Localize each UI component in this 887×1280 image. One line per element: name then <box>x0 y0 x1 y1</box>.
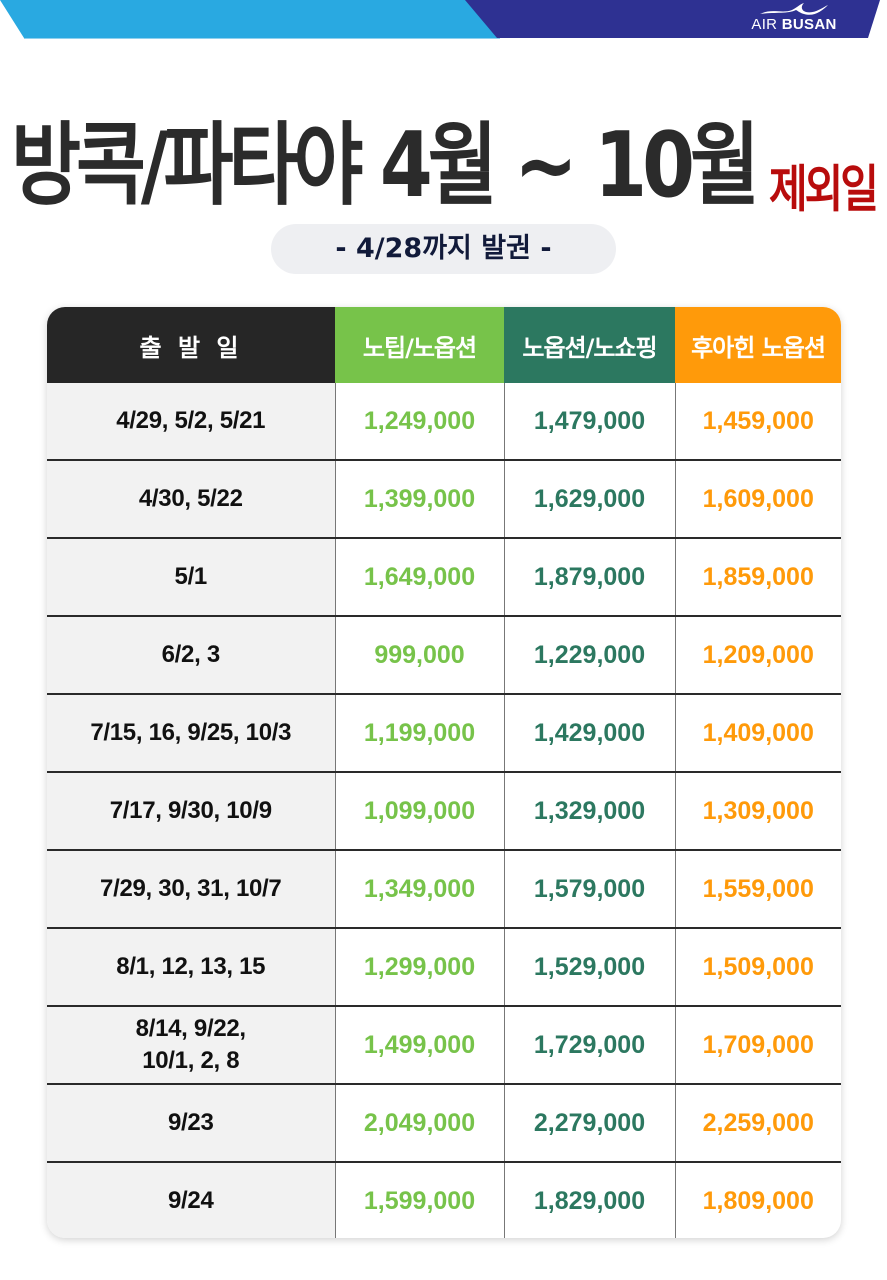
price-huahin-no-option: 1,409,000 <box>674 693 841 772</box>
banner-stripes <box>0 0 880 39</box>
price-huahin-no-option: 1,609,000 <box>674 459 841 538</box>
price-no-tip-no-option: 1,399,000 <box>334 459 504 538</box>
price-huahin-no-option: 1,509,000 <box>674 927 841 1006</box>
price-no-tip-no-option: 1,099,000 <box>334 771 504 850</box>
departure-dates: 8/1, 12, 13, 15 <box>47 927 335 1006</box>
price-no-option-no-shopping: 1,529,000 <box>503 927 675 1006</box>
departure-dates: 4/30, 5/22 <box>47 459 335 538</box>
departure-dates: 7/29, 30, 31, 10/7 <box>47 849 335 928</box>
price-no-tip-no-option: 1,599,000 <box>334 1161 504 1238</box>
price-huahin-no-option: 1,559,000 <box>674 849 841 928</box>
table-header-row: 출 발 일 노팁/노옵션 노옵션/노쇼핑 후아힌 노옵션 <box>47 307 841 383</box>
air-busan-logo: AIR BUSAN <box>739 2 849 38</box>
logo-text-air: AIR <box>751 16 778 33</box>
price-no-tip-no-option: 999,000 <box>334 615 504 694</box>
departure-dates-line1: 8/14, 9/22, <box>135 1015 246 1042</box>
price-no-option-no-shopping: 2,279,000 <box>503 1083 675 1162</box>
price-no-option-no-shopping: 1,879,000 <box>503 537 675 616</box>
logo-text-busan: BUSAN <box>781 16 837 33</box>
price-huahin-no-option: 1,309,000 <box>674 771 841 850</box>
departure-dates: 6/2, 3 <box>47 615 335 694</box>
table-row: 7/17, 9/30, 10/9 1,099,000 1,329,000 1,3… <box>47 771 841 850</box>
departure-dates: 9/24 <box>47 1161 335 1238</box>
title-main: 방콕/파타야 4월 ~ 10월 <box>11 112 760 218</box>
table-row: 6/2, 3 999,000 1,229,000 1,209,000 <box>47 615 841 694</box>
table-row: 4/30, 5/22 1,399,000 1,629,000 1,609,000 <box>47 459 841 538</box>
price-no-option-no-shopping: 1,329,000 <box>503 771 675 850</box>
table-row: 9/24 1,599,000 1,829,000 1,809,000 <box>47 1161 841 1238</box>
table-row: 9/23 2,049,000 2,279,000 2,259,000 <box>47 1083 841 1162</box>
price-huahin-no-option: 1,809,000 <box>674 1161 841 1238</box>
title-excluded-days: 제외일 <box>768 159 879 219</box>
price-no-tip-no-option: 1,199,000 <box>334 693 504 772</box>
price-no-option-no-shopping: 1,629,000 <box>503 459 675 538</box>
header-departure-date: 출 발 일 <box>47 307 335 383</box>
table-row: 8/1, 12, 13, 15 1,299,000 1,529,000 1,50… <box>47 927 841 1006</box>
header-no-option-no-shopping: 노옵션/노쇼핑 <box>504 307 675 383</box>
price-no-tip-no-option: 2,049,000 <box>334 1083 504 1162</box>
page-title: 방콕/파타야 4월 ~ 10월 제외일 <box>0 112 887 222</box>
departure-dates: 4/29, 5/2, 5/21 <box>47 383 335 460</box>
price-no-option-no-shopping: 1,829,000 <box>503 1161 675 1238</box>
price-no-option-no-shopping: 1,579,000 <box>503 849 675 928</box>
top-banner: AIR BUSAN <box>0 0 887 40</box>
table-row: 7/29, 30, 31, 10/7 1,349,000 1,579,000 1… <box>47 849 841 928</box>
table-row: 5/1 1,649,000 1,879,000 1,859,000 <box>47 537 841 616</box>
price-huahin-no-option: 1,709,000 <box>674 1005 841 1084</box>
price-huahin-no-option: 1,459,000 <box>674 383 841 460</box>
ticketing-deadline-badge: - 4/28까지 발권 - <box>271 224 616 274</box>
departure-dates: 5/1 <box>47 537 335 616</box>
price-no-tip-no-option: 1,299,000 <box>334 927 504 1006</box>
price-no-tip-no-option: 1,249,000 <box>334 383 504 460</box>
departure-dates: 7/17, 9/30, 10/9 <box>47 771 335 850</box>
header-huahin-no-option: 후아힌 노옵션 <box>675 307 841 383</box>
departure-dates: 9/23 <box>47 1083 335 1162</box>
price-huahin-no-option: 2,259,000 <box>674 1083 841 1162</box>
price-no-option-no-shopping: 1,229,000 <box>503 615 675 694</box>
price-table: 출 발 일 노팁/노옵션 노옵션/노쇼핑 후아힌 노옵션 4/29, 5/2, … <box>47 307 841 1238</box>
price-no-option-no-shopping: 1,429,000 <box>503 693 675 772</box>
seagull-logo-icon <box>760 3 828 15</box>
price-huahin-no-option: 1,859,000 <box>674 537 841 616</box>
price-no-option-no-shopping: 1,479,000 <box>503 383 675 460</box>
table-row: 4/29, 5/2, 5/21 1,249,000 1,479,000 1,45… <box>47 383 841 460</box>
price-no-tip-no-option: 1,649,000 <box>334 537 504 616</box>
departure-dates-line2: 10/1, 2, 8 <box>142 1047 240 1074</box>
price-huahin-no-option: 1,209,000 <box>674 615 841 694</box>
departure-dates: 7/15, 16, 9/25, 10/3 <box>47 693 335 772</box>
table-row: 8/14, 9/22, 10/1, 2, 8 1,499,000 1,729,0… <box>47 1005 841 1084</box>
price-no-option-no-shopping: 1,729,000 <box>503 1005 675 1084</box>
departure-dates: 8/14, 9/22, 10/1, 2, 8 <box>47 1005 335 1084</box>
price-no-tip-no-option: 1,349,000 <box>334 849 504 928</box>
header-no-tip-no-option: 노팁/노옵션 <box>335 307 504 383</box>
price-no-tip-no-option: 1,499,000 <box>334 1005 504 1084</box>
table-row: 7/15, 16, 9/25, 10/3 1,199,000 1,429,000… <box>47 693 841 772</box>
